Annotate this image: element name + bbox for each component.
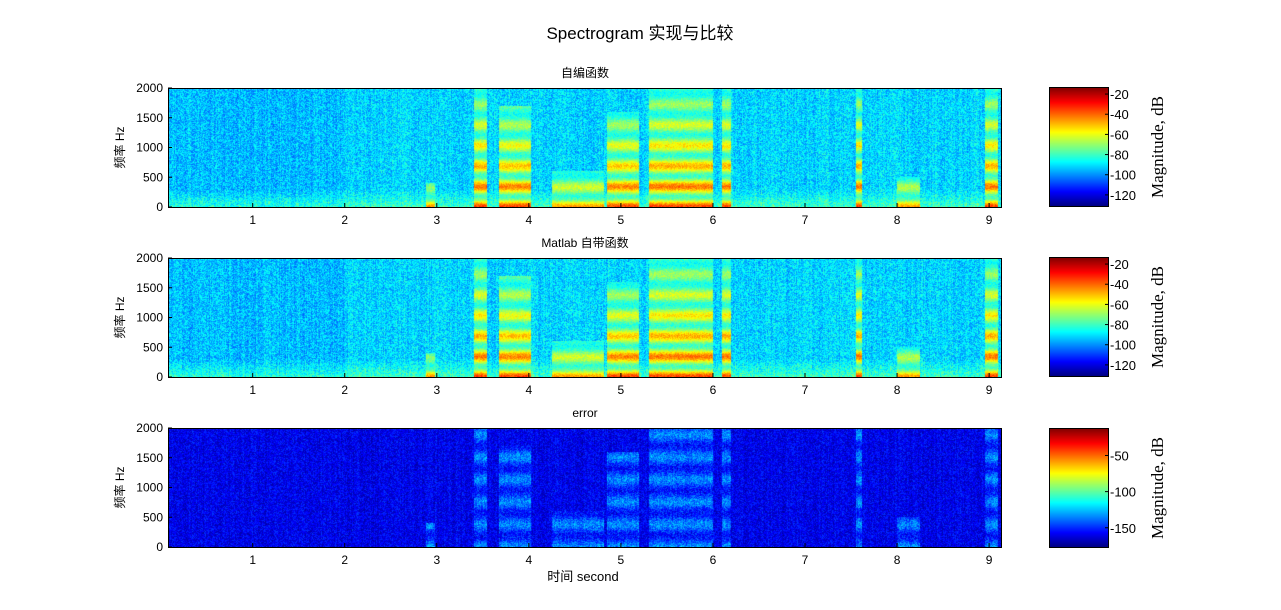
colorbar-label: Magnitude, dB <box>1148 96 1167 198</box>
colorbar-tick-label: -40 <box>1110 107 1129 122</box>
colorbar-matlab <box>1049 257 1109 377</box>
plot-frame <box>168 258 1002 378</box>
x-tick-label: 8 <box>894 553 901 567</box>
x-tick-label: 3 <box>433 213 440 227</box>
y-axis-label: 频率 Hz <box>112 466 127 508</box>
colorbar-tick-label: -120 <box>1110 188 1136 203</box>
x-tick-label: 4 <box>526 383 533 397</box>
y-tick-label: 0 <box>156 370 163 384</box>
colorbar-tick-label: -80 <box>1110 148 1129 163</box>
colorbar-label: Magnitude, dB <box>1148 437 1167 539</box>
figure-title: Spectrogram 实现与比较 <box>546 24 733 43</box>
plot-frame <box>168 428 1002 548</box>
x-tick-label: 1 <box>249 383 256 397</box>
x-tick-label: 9 <box>986 213 993 227</box>
colorbar-tick-label: -60 <box>1110 297 1129 312</box>
colorbar-label: Magnitude, dB <box>1148 266 1167 368</box>
y-tick-label: 1000 <box>136 311 163 325</box>
x-tick-label: 7 <box>802 553 809 567</box>
y-axis-label: 频率 Hz <box>112 126 127 168</box>
colorbar-error <box>1049 428 1109 548</box>
y-tick-label: 500 <box>143 170 163 184</box>
colorbar-tick-label: -100 <box>1110 168 1136 183</box>
colorbar-tick-label: -150 <box>1110 521 1136 536</box>
x-tick-label: 2 <box>341 383 348 397</box>
x-tick-label: 1 <box>249 213 256 227</box>
y-tick-label: 0 <box>156 540 163 554</box>
colorbar-tick-label: -100 <box>1110 338 1136 353</box>
colorbar-tick-label: -120 <box>1110 358 1136 373</box>
x-tick-label: 5 <box>618 383 625 397</box>
x-tick-label: 4 <box>526 213 533 227</box>
x-tick-label: 2 <box>341 213 348 227</box>
panel-title: error <box>572 406 597 420</box>
x-tick-label: 6 <box>710 553 717 567</box>
colorbar-tick-label: -20 <box>1110 87 1129 102</box>
colorbar-frame <box>1049 428 1109 548</box>
x-tick-label: 8 <box>894 213 901 227</box>
colorbar-tick-label: -100 <box>1110 485 1136 500</box>
y-tick-label: 1000 <box>136 141 163 155</box>
y-tick-label: 2000 <box>136 81 163 95</box>
x-tick-label: 8 <box>894 383 901 397</box>
y-tick-label: 1500 <box>136 451 163 465</box>
spectrogram-heatmap-custom <box>168 88 1002 207</box>
y-tick-label: 2000 <box>136 421 163 435</box>
y-tick-label: 500 <box>143 510 163 524</box>
colorbar-tick-label: -60 <box>1110 127 1129 142</box>
y-tick-label: 1000 <box>136 481 163 495</box>
plot-frame <box>168 88 1002 208</box>
y-tick-label: 500 <box>143 340 163 354</box>
colorbar-frame <box>1049 87 1109 207</box>
panel-title: 自编函数 <box>561 65 609 80</box>
spectrogram-heatmap-error <box>168 428 1002 547</box>
x-tick-label: 5 <box>618 213 625 227</box>
colorbar-frame <box>1049 257 1109 377</box>
x-tick-label: 7 <box>802 383 809 397</box>
y-tick-label: 0 <box>156 200 163 214</box>
x-tick-label: 1 <box>249 553 256 567</box>
x-tick-label: 9 <box>986 553 993 567</box>
x-tick-label: 9 <box>986 383 993 397</box>
y-tick-label: 1500 <box>136 111 163 125</box>
spectrogram-heatmap-matlab <box>168 258 1002 377</box>
y-tick-label: 1500 <box>136 281 163 295</box>
colorbar-tick-label: -80 <box>1110 318 1129 333</box>
y-tick-label: 2000 <box>136 251 163 265</box>
x-tick-label: 2 <box>341 553 348 567</box>
x-tick-label: 6 <box>710 383 717 397</box>
x-tick-label: 7 <box>802 213 809 227</box>
panel-title: Matlab 自带函数 <box>541 235 628 250</box>
colorbar-tick-label: -20 <box>1110 257 1129 272</box>
colorbar-tick-label: -40 <box>1110 277 1129 292</box>
x-axis-label: 时间 second <box>547 569 619 584</box>
colorbar-custom <box>1049 87 1109 207</box>
x-tick-label: 6 <box>710 213 717 227</box>
x-tick-label: 3 <box>433 383 440 397</box>
colorbar-tick-label: -50 <box>1110 448 1129 463</box>
x-tick-label: 4 <box>526 553 533 567</box>
x-tick-label: 5 <box>618 553 625 567</box>
y-axis-label: 频率 Hz <box>112 296 127 338</box>
x-tick-label: 3 <box>433 553 440 567</box>
